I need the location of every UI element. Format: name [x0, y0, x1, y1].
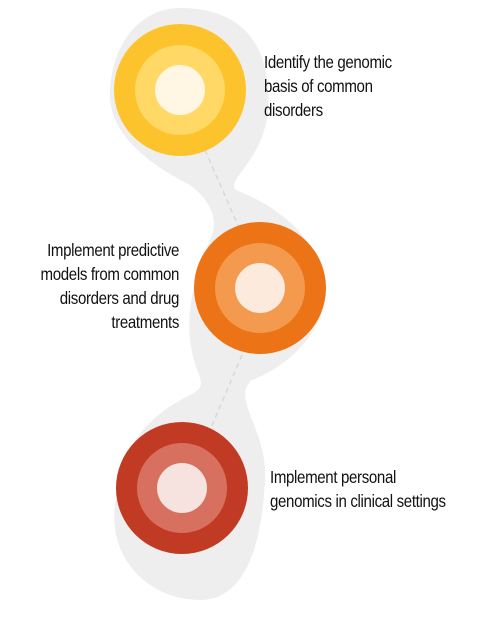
step-1-label-line: disorders: [264, 100, 323, 120]
step-3-label-line: Implement personal: [270, 467, 396, 487]
step-3-marker: [116, 422, 248, 554]
step-2-label-line: disorders and drug: [59, 288, 180, 308]
step-2-label-line: Implement predictive: [47, 240, 179, 260]
step-2-label-line: treatments: [111, 312, 179, 332]
step-1-marker: [114, 24, 246, 156]
step-1-label-line: basis of common: [264, 76, 373, 96]
step-2-label-line: models from common: [40, 264, 179, 284]
step-3-center: [157, 463, 207, 513]
step-1-label-line: Identify the genomic: [264, 52, 392, 72]
step-2-center: [235, 263, 285, 313]
step-3-label: Implement personal genomics in clinical …: [270, 465, 446, 513]
connector-line-1: [204, 149, 241, 231]
step-1-center: [155, 65, 205, 115]
step-2-label: Implement predictive models from common …: [40, 238, 179, 334]
step-3-label-line: genomics in clinical settings: [270, 491, 446, 511]
connector-line-2: [209, 354, 243, 431]
step-2-marker: [194, 222, 326, 354]
step-1-label: Identify the genomic basis of common dis…: [264, 50, 392, 122]
